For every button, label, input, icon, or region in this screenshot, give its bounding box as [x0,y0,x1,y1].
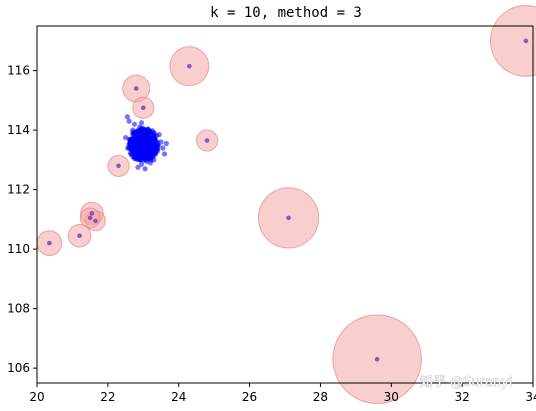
cluster-point-12 [138,161,145,167]
outlier-point-4 [204,138,210,143]
cluster-density-point [131,154,137,160]
outlier-point-6 [89,211,95,216]
watermark: 知乎 @Suranyi [420,374,512,390]
outlier-point-1 [187,63,192,69]
cluster-density-point [154,133,160,139]
cluster-density-point [138,130,144,135]
outlier-point-10 [47,240,52,246]
cluster-density-point [144,148,150,154]
cluster-point-28 [163,140,169,147]
cluster-density-point [140,134,146,140]
outlier-point-7 [93,218,98,224]
axes-frame [36,25,534,384]
outlier-points [47,38,529,362]
y-tick-label: 114 [7,123,30,137]
cluster-density-point [135,154,140,160]
cluster-point-13 [142,166,148,172]
cluster-points [122,114,169,172]
y-tick-label: 112 [7,183,30,197]
outlier-point-0 [523,38,529,44]
outlier-point-8 [87,215,93,221]
cluster-density-point [141,155,146,161]
chart-title: k = 10, method = 3 [210,5,362,21]
cluster-density-point [144,134,150,140]
cluster-point-21 [161,151,168,157]
y-tick-label: 110 [7,242,30,256]
cluster-point-2 [131,121,138,127]
cluster-density-point [151,154,156,159]
cluster-density-point [149,128,155,134]
x-tick-label: 34 [525,390,536,404]
x-tick-label: 32 [455,390,470,404]
x-tick-label: 22 [100,390,115,404]
cluster-density-point [147,142,153,148]
outlier-rings [36,4,536,404]
cluster-density-point [142,140,148,146]
outlier-point-5 [116,163,121,169]
x-tick-label: 28 [313,390,328,404]
cluster-point-0 [124,114,130,120]
cluster-density-point [136,136,141,142]
outlier-point-9 [77,233,82,239]
cluster-density-point [145,156,151,162]
cluster-density-point [143,130,149,136]
outlier-point-2 [133,86,139,91]
outlier-point-11 [286,215,291,221]
cluster-point-1 [126,118,132,124]
cluster-density-point [140,151,146,156]
x-tick-label: 24 [171,390,186,404]
cluster-density-point [136,140,141,145]
outlier-point-3 [140,105,146,111]
y-tick-label: 108 [7,302,30,316]
cluster-point-29 [135,164,141,170]
y-tick-label: 106 [7,361,30,375]
cluster-density-point [151,146,157,152]
y-tick-label: 116 [7,64,30,78]
cluster-point-27 [138,120,145,126]
y-axis: 106 108 110 112 114 116 [7,64,37,375]
outlier-point-12 [374,356,380,362]
outlier-ring-0 [489,4,536,77]
cluster-density-point [128,143,134,149]
cluster-density-point [127,150,133,156]
cluster-density-point [139,145,145,150]
x-tick-label: 26 [242,390,257,404]
cluster-point-9 [160,145,166,151]
x-tick-label: 20 [29,390,44,404]
cluster-density-point [148,137,154,143]
x-axis: 20 22 24 26 28 30 32 34 [29,383,536,404]
x-tick-label: 30 [384,390,399,404]
